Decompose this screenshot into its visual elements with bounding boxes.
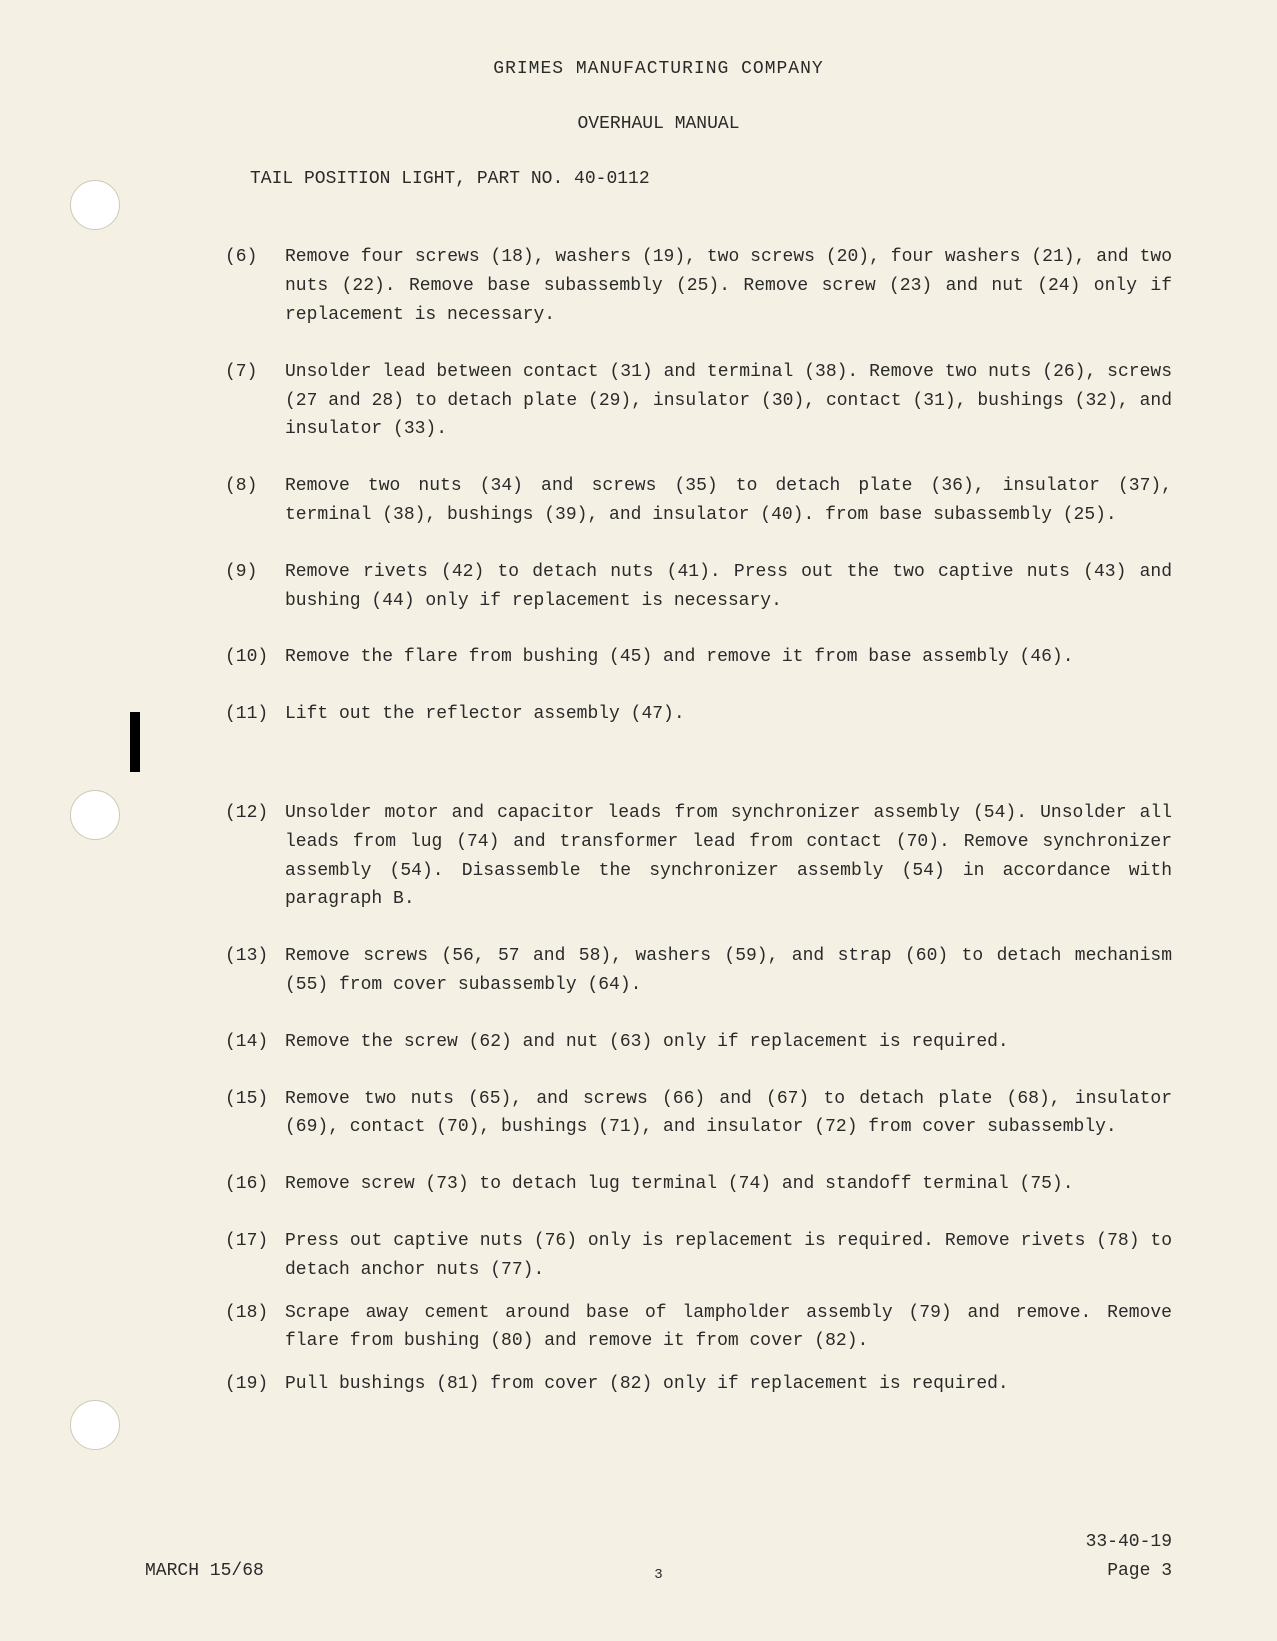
binder-hole (70, 1400, 120, 1450)
step-number: (19) (225, 1370, 285, 1399)
step-number: (18) (225, 1299, 285, 1357)
step-list: (6) Remove four screws (18), washers (19… (225, 243, 1172, 1399)
step-text: Press out captive nuts (76) only is repl… (285, 1227, 1172, 1285)
step-number: (7) (225, 358, 285, 444)
footer-center-mark: 3 (654, 1564, 662, 1586)
step-number: (10) (225, 643, 285, 672)
step-item: (13) Remove screws (56, 57 and 58), wash… (225, 942, 1172, 1000)
step-item: (8) Remove two nuts (34) and screws (35)… (225, 472, 1172, 530)
step-number: (17) (225, 1227, 285, 1285)
step-number: (12) (225, 799, 285, 914)
step-number: (8) (225, 472, 285, 530)
page-footer: MARCH 15/68 3 33-40-19 Page 3 (145, 1528, 1172, 1586)
revision-bar (130, 712, 140, 772)
part-title: TAIL POSITION LIGHT, PART NO. 40-0112 (250, 165, 1172, 194)
step-item: (19) Pull bushings (81) from cover (82) … (225, 1370, 1172, 1399)
binder-hole (70, 790, 120, 840)
step-number: (11) (225, 700, 285, 729)
step-number: (14) (225, 1028, 285, 1057)
binder-hole (70, 180, 120, 230)
step-number: (13) (225, 942, 285, 1000)
footer-date: MARCH 15/68 (145, 1557, 264, 1586)
step-text: Remove screw (73) to detach lug terminal… (285, 1170, 1172, 1199)
step-text: Remove the screw (62) and nut (63) only … (285, 1028, 1172, 1057)
step-item: (18) Scrape away cement around base of l… (225, 1299, 1172, 1357)
manual-title: OVERHAUL MANUAL (145, 110, 1172, 139)
company-name: GRIMES MANUFACTURING COMPANY (145, 55, 1172, 84)
step-text: Unsolder lead between contact (31) and t… (285, 358, 1172, 444)
step-text: Lift out the reflector assembly (47). (285, 700, 1172, 729)
step-text: Remove two nuts (34) and screws (35) to … (285, 472, 1172, 530)
step-item: (15) Remove two nuts (65), and screws (6… (225, 1085, 1172, 1143)
document-header: GRIMES MANUFACTURING COMPANY OVERHAUL MA… (145, 55, 1172, 193)
step-text: Remove screws (56, 57 and 58), washers (… (285, 942, 1172, 1000)
step-number: (9) (225, 558, 285, 616)
step-item: (10) Remove the flare from bushing (45) … (225, 643, 1172, 672)
step-item: (14) Remove the screw (62) and nut (63) … (225, 1028, 1172, 1057)
step-number: (15) (225, 1085, 285, 1143)
step-item: (17) Press out captive nuts (76) only is… (225, 1227, 1172, 1285)
step-text: Pull bushings (81) from cover (82) only … (285, 1370, 1172, 1399)
step-item: (6) Remove four screws (18), washers (19… (225, 243, 1172, 329)
footer-section: 33-40-19 (1086, 1528, 1172, 1557)
step-item: (7) Unsolder lead between contact (31) a… (225, 358, 1172, 444)
step-item: (9) Remove rivets (42) to detach nuts (4… (225, 558, 1172, 616)
step-item: (16) Remove screw (73) to detach lug ter… (225, 1170, 1172, 1199)
step-number: (16) (225, 1170, 285, 1199)
step-number: (6) (225, 243, 285, 329)
step-text: Scrape away cement around base of lampho… (285, 1299, 1172, 1357)
footer-page: Page 3 (1086, 1557, 1172, 1586)
step-text: Remove rivets (42) to detach nuts (41). … (285, 558, 1172, 616)
step-item: (12) Unsolder motor and capacitor leads … (225, 799, 1172, 914)
step-text: Remove two nuts (65), and screws (66) an… (285, 1085, 1172, 1143)
step-text: Unsolder motor and capacitor leads from … (285, 799, 1172, 914)
step-text: Remove four screws (18), washers (19), t… (285, 243, 1172, 329)
step-text: Remove the flare from bushing (45) and r… (285, 643, 1172, 672)
step-item: (11) Lift out the reflector assembly (47… (225, 700, 1172, 729)
